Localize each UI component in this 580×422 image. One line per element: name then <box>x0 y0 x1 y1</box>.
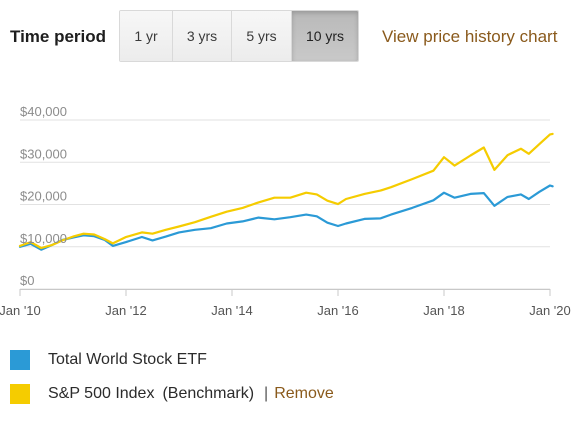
x-tick-label: Jan '12 <box>105 303 147 318</box>
view-price-history-link[interactable]: View price history chart <box>382 27 558 46</box>
period-10yrs-button[interactable]: 10 yrs <box>292 11 358 61</box>
legend-label-total-world: Total World Stock ETF <box>48 351 207 368</box>
legend-item-total-world: Total World Stock ETF <box>10 348 570 372</box>
period-5yrs-button[interactable]: 5 yrs <box>232 11 292 61</box>
chart-axes: $0 $10,000 $20,000 $30,000 $40,000 Jan '10 Jan… <box>0 104 571 318</box>
period-3yrs-button[interactable]: 3 yrs <box>173 11 232 61</box>
chart-grid <box>20 119 550 290</box>
legend-label-sp500: S&P 500 Index <box>48 385 155 402</box>
legend-item-sp500: S&P 500 Index (Benchmark) | Remove <box>10 382 570 406</box>
period-1yr-button[interactable]: 1 yr <box>120 11 173 61</box>
y-tick-label: $40,000 <box>20 104 67 119</box>
x-tick-label: Jan '18 <box>423 303 465 318</box>
series-line-sp500 <box>18 132 554 250</box>
legend-swatch-total-world <box>10 350 30 370</box>
legend-benchmark-tag: (Benchmark) <box>162 385 255 402</box>
y-tick-label: $20,000 <box>20 189 67 204</box>
x-tick-label: Jan '20 <box>529 303 571 318</box>
x-tick-label: Jan '16 <box>317 303 359 318</box>
legend-swatch-sp500 <box>10 384 30 404</box>
time-period-label: Time period <box>10 27 107 46</box>
time-period-selector: 1 yr 3 yrs 5 yrs 10 yrs <box>119 10 359 62</box>
time-period-toolbar: Time period 1 yr 3 yrs 5 yrs 10 yrs View… <box>0 10 580 62</box>
x-tick-label: Jan '10 <box>0 303 41 318</box>
price-chart: $0 $10,000 $20,000 $30,000 $40,000 Jan '10 Jan… <box>0 104 571 318</box>
y-tick-label: $0 <box>20 273 34 288</box>
remove-benchmark-link[interactable]: Remove <box>274 385 334 402</box>
x-tick-label: Jan '14 <box>211 303 253 318</box>
series-line-total-world <box>18 184 554 251</box>
legend-separator: | <box>264 385 269 402</box>
y-tick-label: $30,000 <box>20 146 67 161</box>
chart-legend: Total World Stock ETF S&P 500 Index (Ben… <box>10 348 570 416</box>
y-tick-label: $10,000 <box>20 231 67 246</box>
chart-series <box>18 132 554 251</box>
